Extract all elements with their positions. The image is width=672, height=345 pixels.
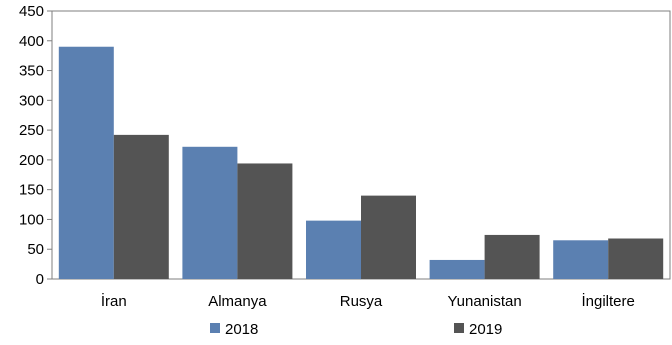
y-tick-label: 0 (36, 271, 44, 288)
y-tick-label: 450 (19, 3, 44, 20)
y-tick-label: 100 (19, 211, 44, 228)
y-tick-label: 350 (19, 63, 44, 80)
y-tick-label: 250 (19, 122, 44, 139)
y-tick-label: 400 (19, 33, 44, 50)
plot-area (51, 10, 671, 280)
y-tick-label: 150 (19, 182, 44, 199)
bar-2019-1 (237, 163, 293, 279)
legend: 2018 2019 (210, 321, 502, 338)
y-axis: 0 50 100 150 200 250 300 350 400 450 (19, 3, 52, 288)
legend-label-2019: 2019 (469, 321, 502, 338)
y-tick-label: 300 (19, 92, 44, 109)
category-label: İran (101, 292, 127, 310)
category-label: İngiltere (582, 292, 635, 310)
bar-2019-4 (608, 238, 664, 279)
bar-2018-4 (553, 240, 609, 279)
bar-2018-2 (306, 220, 361, 279)
bar-2019-2 (361, 195, 416, 279)
y-tick-label: 50 (27, 241, 44, 258)
bar-2018-1 (182, 146, 238, 279)
legend-swatch-2018 (210, 323, 220, 333)
bar-2019-0 (113, 134, 169, 279)
category-label: Yunanistan (447, 293, 521, 310)
category-label: Almanya (208, 293, 267, 310)
bar-2018-3 (429, 259, 485, 279)
legend-label-2018: 2018 (225, 321, 258, 338)
bar-2018-0 (58, 46, 114, 279)
y-tick-label: 200 (19, 152, 44, 169)
legend-swatch-2019 (454, 323, 464, 333)
bar-2019-3 (484, 234, 540, 279)
x-axis: İran Almanya Rusya Yunanistan İngiltere (101, 292, 635, 310)
category-label: Rusya (340, 293, 383, 310)
